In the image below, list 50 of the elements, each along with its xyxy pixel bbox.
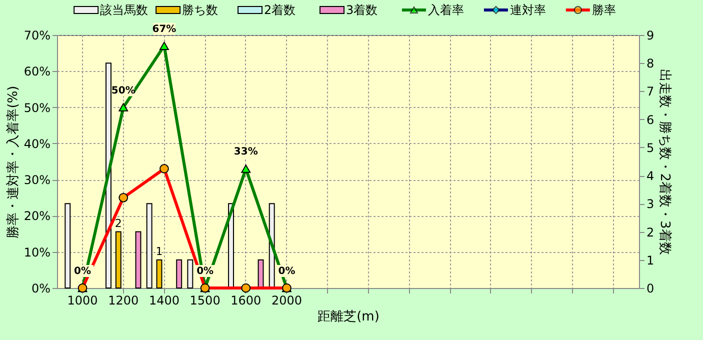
bar [176, 259, 182, 288]
y-tick-label: 60% [24, 64, 50, 79]
x-tick-label: 1500 [190, 294, 220, 308]
legend-label: 入着率 [428, 3, 464, 17]
bar [156, 259, 162, 288]
bar [187, 259, 194, 288]
data-label: 0% [278, 266, 296, 277]
x-tick-label: 1400 [148, 294, 180, 308]
x-tick-label: 2000 [271, 294, 302, 308]
y2-tick-label: 5 [646, 140, 654, 155]
bar [135, 231, 142, 288]
bar [106, 62, 112, 288]
bar [115, 231, 122, 288]
data-label: 67% [152, 24, 176, 35]
bar [258, 259, 264, 288]
bar [146, 203, 152, 288]
legend-label: 勝率 [592, 3, 616, 17]
y2-tick-label: 3 [646, 197, 654, 212]
y2-tick-label: 0 [646, 282, 654, 296]
data-label: 33% [234, 146, 258, 158]
data-label: 0% [196, 266, 214, 277]
x-tick-label: 1600 [230, 294, 262, 308]
y2-tick-label: 1 [646, 253, 654, 268]
y-tick-label: 10% [24, 245, 50, 260]
y-tick-label: 40% [24, 136, 50, 151]
y2-tick-label: 4 [646, 169, 654, 184]
y2-tick-label: 7 [646, 84, 654, 99]
y-tick-label: 0% [31, 282, 50, 296]
y-tick-label: 50% [24, 100, 50, 115]
x-tick-label: 1000 [67, 294, 98, 308]
data-label: 1 [156, 244, 163, 258]
y-tick-label: 70% [24, 28, 50, 42]
y-tick-label: 30% [24, 173, 50, 188]
y2-tick-label: 6 [646, 112, 654, 127]
legend-label: 3着数 [346, 3, 378, 17]
y2-tick-label: 2 [646, 225, 654, 240]
data-label: 2 [114, 216, 122, 230]
y2-axis-title: 出走数・勝ち数・2着数・3着数 [657, 69, 674, 255]
data-label: 0% [74, 266, 92, 277]
x-tick-label: 1200 [108, 294, 139, 308]
bar [64, 203, 71, 288]
x-axis-title: 距離芝(m) [318, 310, 380, 324]
legend-label: 勝ち数 [182, 3, 218, 17]
y-axis-title: 勝率・連対率・入着率(%) [4, 86, 21, 238]
y2-tick-label: 9 [646, 28, 654, 42]
legend-label: 該当馬数 [100, 3, 148, 17]
legend-label: 2着数 [264, 3, 296, 17]
legend-label: 連対率 [510, 3, 546, 17]
y2-tick-label: 8 [646, 56, 654, 71]
y-tick-label: 20% [24, 209, 50, 224]
